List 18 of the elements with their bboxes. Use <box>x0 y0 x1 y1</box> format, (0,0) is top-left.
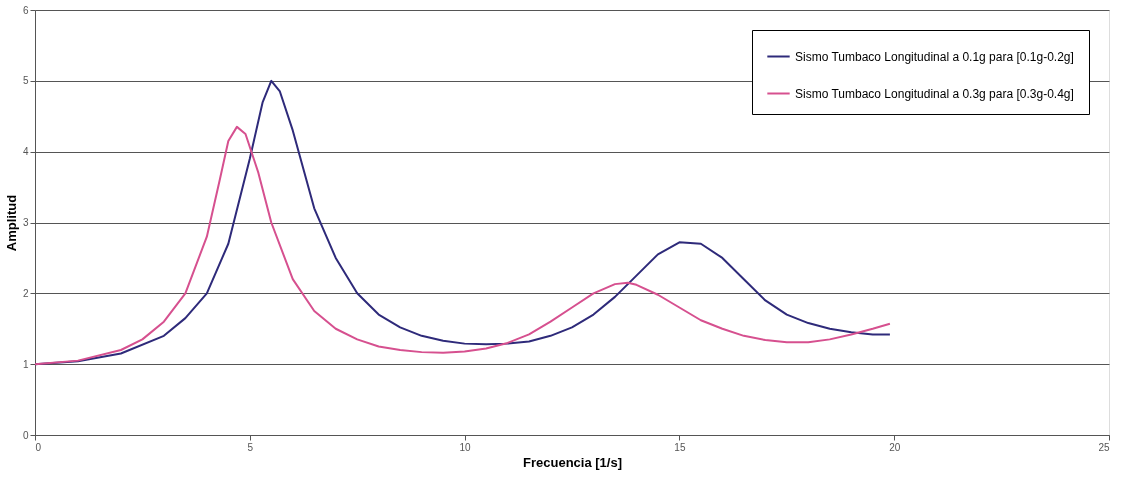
y-tick-label: 4 <box>22 146 29 158</box>
y-tick-label: 5 <box>22 75 29 87</box>
y-tick-label: 6 <box>22 4 29 16</box>
y-tick-label: 0 <box>22 429 29 441</box>
y-tick-label: 1 <box>22 358 29 370</box>
legend-label: Sismo Tumbaco Longitudinal a 0.1g para [0.1g-0.2g] <box>795 49 1074 64</box>
x-tick-label: 10 <box>459 441 472 453</box>
x-tick-label: 20 <box>889 441 901 453</box>
x-tick-label: 15 <box>674 441 686 453</box>
y-tick-label: 2 <box>22 287 29 299</box>
legend-label: Sismo Tumbaco Longitudinal a 0.3g para [0.3g-0.4g] <box>795 86 1074 101</box>
x-tick-label: 0 <box>35 441 42 453</box>
x-tick-label: 25 <box>1098 441 1110 453</box>
line-series <box>35 125 891 366</box>
y-axis-title: Amplitud <box>3 194 19 252</box>
x-tick-label: 5 <box>247 441 254 453</box>
y-tick-label: 3 <box>22 217 29 228</box>
x-axis-title: Frecuencia [1/s] <box>523 454 622 470</box>
